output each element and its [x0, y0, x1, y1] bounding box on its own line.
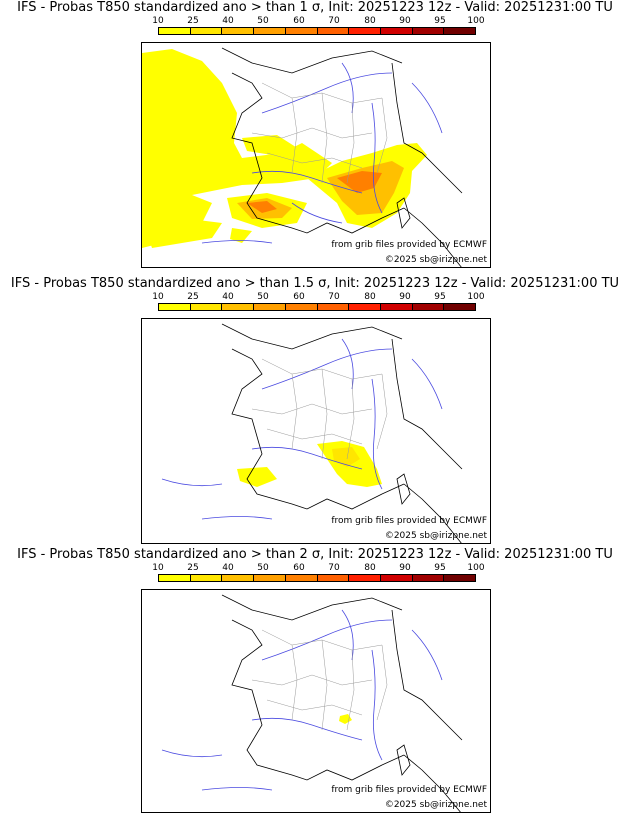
- map-panel-2-sigma: IFS - Probas T850 standardized ano > tha…: [0, 547, 630, 817]
- scale-label: 40: [222, 563, 234, 573]
- scale-label: 25: [187, 563, 199, 573]
- scale-label: 80: [364, 292, 376, 302]
- scale-label: 40: [222, 16, 234, 26]
- map-canvas: [161, 594, 463, 812]
- scale-swatch: [159, 304, 191, 310]
- scale-swatch: [190, 575, 223, 581]
- probability-shading: [142, 49, 427, 248]
- source-credit: from grib files provided by ECMWF: [331, 240, 487, 250]
- coastlines: [221, 47, 463, 267]
- scale-swatch: [349, 304, 381, 310]
- scale-swatch: [444, 28, 476, 34]
- scale-label: 40: [222, 292, 234, 302]
- coastlines: [221, 594, 463, 812]
- color-scale-labels: 10 25 40 50 60 70 80 90 95 100: [152, 563, 484, 574]
- scale-label: 70: [328, 563, 340, 573]
- scale-swatch: [222, 28, 255, 34]
- scale-swatch: [444, 304, 476, 310]
- scale-swatch: [254, 28, 286, 34]
- scale-label: 95: [434, 563, 446, 573]
- scale-swatch: [317, 28, 350, 34]
- scale-swatch: [412, 304, 445, 310]
- scale-swatch: [380, 28, 413, 34]
- scale-label: 95: [434, 16, 446, 26]
- scale-swatch: [317, 575, 350, 581]
- scale-label: 80: [364, 563, 376, 573]
- scale-label: 10: [152, 292, 164, 302]
- scale-swatch: [349, 575, 381, 581]
- scale-label: 60: [293, 563, 305, 573]
- admin-borders: [251, 358, 388, 460]
- scale-swatch: [222, 575, 255, 581]
- copyright-credit: ©2025 sb@irizpne.net: [384, 255, 487, 265]
- scale-swatch: [380, 304, 413, 310]
- probability-map: from grib files provided by ECMWF ©2025 …: [141, 42, 491, 268]
- scale-swatch: [444, 575, 476, 581]
- copyright-credit: ©2025 sb@irizpne.net: [384, 531, 487, 541]
- scale-label: 70: [328, 16, 340, 26]
- probability-shading: [237, 441, 382, 487]
- scale-swatch: [285, 28, 318, 34]
- map-panel-1-5-sigma: IFS - Probas T850 standardized ano > tha…: [0, 276, 630, 546]
- scale-swatch: [285, 575, 318, 581]
- scale-label: 90: [399, 292, 411, 302]
- probability-map: from grib files provided by ECMWF ©2025 …: [141, 589, 491, 813]
- scale-swatch: [190, 304, 223, 310]
- map-canvas: [161, 323, 463, 543]
- scale-label: 100: [467, 563, 485, 573]
- scale-swatch: [159, 575, 191, 581]
- scale-swatch: [317, 304, 350, 310]
- scale-swatch: [412, 575, 445, 581]
- scale-swatch: [159, 28, 191, 34]
- color-scale-bar: [158, 574, 476, 582]
- scale-label: 25: [187, 292, 199, 302]
- scale-label: 100: [467, 16, 485, 26]
- scale-label: 60: [293, 16, 305, 26]
- source-credit: from grib files provided by ECMWF: [331, 516, 487, 526]
- coastlines: [221, 323, 463, 543]
- admin-borders: [251, 629, 388, 731]
- rivers: [161, 338, 443, 520]
- scale-label: 90: [399, 563, 411, 573]
- color-scale-labels: 10 25 40 50 60 70 80 90 95 100: [152, 292, 484, 303]
- color-scale-bar: [158, 27, 476, 35]
- scale-swatch: [380, 575, 413, 581]
- scale-swatch: [349, 28, 381, 34]
- panel-title: IFS - Probas T850 standardized ano > tha…: [17, 547, 613, 562]
- scale-label: 50: [257, 16, 269, 26]
- source-credit: from grib files provided by ECMWF: [331, 785, 487, 795]
- scale-swatch: [222, 304, 255, 310]
- scale-label: 10: [152, 563, 164, 573]
- scale-label: 95: [434, 292, 446, 302]
- probability-map: from grib files provided by ECMWF ©2025 …: [141, 318, 491, 544]
- scale-label: 50: [257, 563, 269, 573]
- scale-label: 60: [293, 292, 305, 302]
- rivers: [201, 62, 443, 244]
- color-scale-labels: 10 25 40 50 60 70 80 90 95 100: [152, 16, 484, 27]
- scale-swatch: [285, 304, 318, 310]
- copyright-credit: ©2025 sb@irizpne.net: [384, 800, 487, 810]
- scale-label: 10: [152, 16, 164, 26]
- scale-swatch: [190, 28, 223, 34]
- rivers: [161, 609, 443, 791]
- color-scale-bar: [158, 303, 476, 311]
- scale-label: 70: [328, 292, 340, 302]
- panel-title: IFS - Probas T850 standardized ano > tha…: [17, 0, 613, 15]
- admin-borders: [251, 82, 388, 184]
- scale-swatch: [254, 304, 286, 310]
- scale-swatch: [254, 575, 286, 581]
- scale-swatch: [412, 28, 445, 34]
- scale-label: 100: [467, 292, 485, 302]
- map-canvas: [142, 47, 463, 267]
- scale-label: 80: [364, 16, 376, 26]
- panel-title: IFS - Probas T850 standardized ano > tha…: [10, 276, 620, 291]
- scale-label: 50: [257, 292, 269, 302]
- scale-label: 25: [187, 16, 199, 26]
- scale-label: 90: [399, 16, 411, 26]
- map-panel-1-sigma: IFS - Probas T850 standardized ano > tha…: [0, 0, 630, 270]
- probability-shading: [339, 714, 352, 724]
